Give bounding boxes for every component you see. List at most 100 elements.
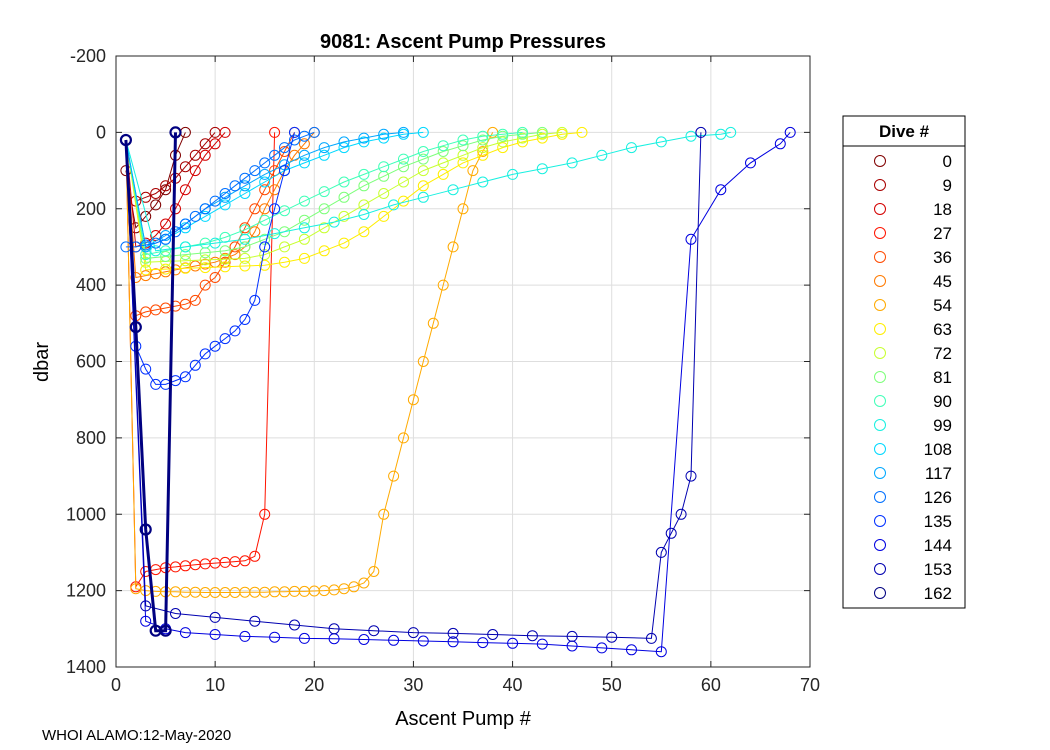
data-point (695, 126, 707, 138)
data-point (655, 646, 667, 658)
data-point (179, 262, 191, 274)
data-point (784, 126, 796, 138)
chart-title: 9081: Ascent Pump Pressures (320, 31, 606, 53)
data-point (447, 184, 459, 196)
data-point (209, 237, 221, 249)
data-point (219, 333, 231, 345)
data-point (417, 180, 429, 192)
x-tick-label: 0 (111, 675, 121, 695)
data-point (289, 134, 300, 146)
data-point (378, 508, 390, 520)
data-point (249, 615, 261, 627)
data-point (447, 627, 459, 639)
data-point (199, 149, 211, 161)
legend-marker (874, 299, 886, 311)
legend-label: 126 (924, 488, 952, 507)
series-81 (120, 126, 548, 264)
data-point (239, 252, 251, 264)
data-point (477, 142, 489, 154)
legend-label: 108 (924, 440, 952, 459)
data-point (229, 249, 241, 261)
data-point (189, 165, 201, 177)
data-point (417, 126, 429, 138)
series-line (125, 132, 791, 653)
x-tick-label: 40 (503, 675, 523, 695)
legend-label: 162 (924, 584, 952, 603)
data-point (715, 184, 727, 196)
data-point (189, 210, 201, 222)
data-point (318, 142, 330, 154)
data-point (160, 233, 172, 245)
data-point (199, 203, 211, 215)
legend-title: Dive # (879, 122, 930, 141)
data-point (338, 210, 350, 222)
data-point (160, 180, 172, 192)
y-tick-label: 1000 (66, 504, 106, 524)
data-point (536, 126, 548, 138)
data-point (298, 222, 310, 234)
data-point (318, 186, 330, 198)
data-point (536, 132, 548, 144)
y-axis-label: dbar (31, 342, 53, 382)
data-point (160, 218, 172, 230)
series-99 (120, 126, 737, 257)
legend-label: 45 (933, 272, 952, 291)
legend-box (842, 115, 966, 609)
data-point (308, 126, 320, 138)
data-point (626, 644, 637, 656)
legend-entry: 54 (874, 296, 952, 315)
data-point (298, 157, 310, 169)
data-point (179, 218, 191, 230)
data-point (358, 132, 370, 144)
legend-entry: 72 (874, 344, 952, 363)
series-line (124, 132, 177, 633)
data-point (358, 226, 370, 238)
legend-label: 135 (924, 512, 952, 531)
data-point (179, 627, 191, 639)
data-point (388, 470, 400, 482)
data-point (437, 146, 449, 157)
data-point (358, 136, 370, 148)
data-point (259, 241, 271, 253)
data-point (179, 249, 191, 261)
data-point (318, 203, 330, 215)
data-point (417, 146, 429, 157)
data-point (209, 629, 221, 640)
data-point (417, 356, 429, 367)
data-point (437, 168, 449, 180)
legend-marker (874, 515, 886, 527)
data-point (417, 191, 429, 203)
legend-label: 99 (933, 416, 952, 435)
data-point (358, 209, 370, 220)
series-line (125, 131, 583, 271)
series-line (125, 132, 702, 639)
data-point (536, 638, 548, 650)
data-point (675, 508, 687, 520)
legend-entry: 27 (874, 224, 952, 243)
data-point (298, 195, 310, 207)
legend-marker (874, 563, 886, 575)
data-point (140, 363, 152, 375)
axis-ticks: 0 10 20 30 40 50 60 70 -200 0 200 400 600 800 1000 1200… (66, 46, 820, 695)
data-point (170, 608, 181, 619)
data-point (417, 153, 429, 165)
data-point (437, 157, 449, 169)
legend-label: 117 (925, 464, 952, 483)
legend-label: 27 (933, 224, 952, 243)
data-point (566, 157, 578, 169)
data-point (407, 627, 419, 639)
data-point (338, 136, 350, 148)
legend-marker (874, 419, 886, 431)
data-point (328, 623, 340, 635)
data-point (497, 142, 509, 154)
data-point (298, 252, 310, 264)
data-point (269, 228, 281, 240)
legend-marker (874, 203, 886, 215)
data-point (249, 165, 261, 177)
data-point (209, 340, 221, 352)
data-point (358, 168, 370, 180)
data-point (150, 199, 162, 211)
legend-label: 90 (933, 392, 952, 411)
data-point (358, 180, 370, 192)
